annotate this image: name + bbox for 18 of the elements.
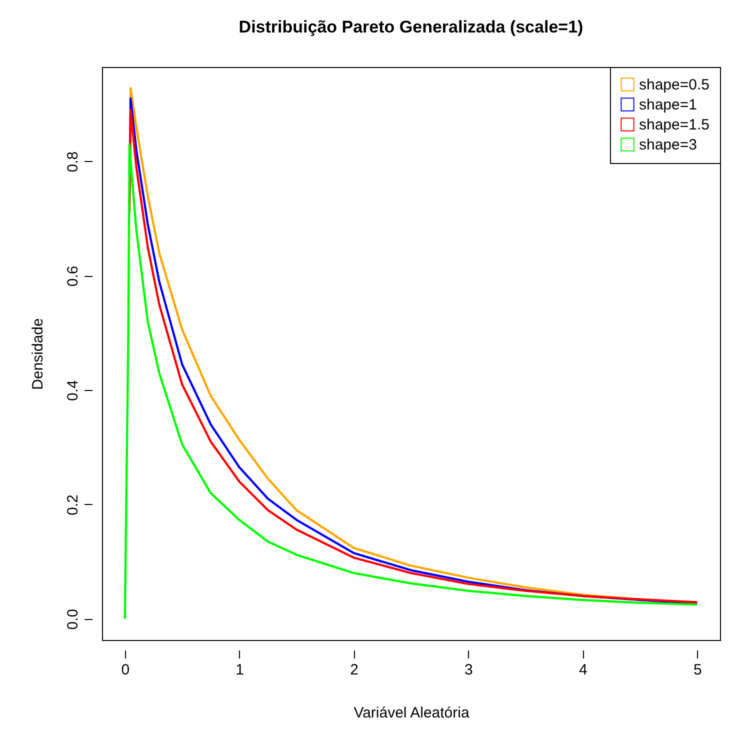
x-tick-label: 0: [121, 662, 130, 678]
legend-label: shape=1.5: [639, 116, 710, 134]
y-tick-label: 0.4: [64, 380, 82, 402]
y-tick-label: 0.8: [64, 151, 82, 172]
legend-label: shape=0.5: [639, 76, 710, 94]
legend-label: shape=1: [639, 96, 697, 114]
y-tick-label: 0.0: [64, 608, 82, 630]
y-tick-label: 0.6: [64, 266, 82, 287]
x-tick-label: 5: [693, 662, 702, 678]
x-tick-label: 1: [236, 662, 244, 678]
x-axis-title: Variável Aleatória: [354, 704, 470, 722]
x-tick-label: 2: [350, 662, 358, 678]
x-tick-label: 4: [578, 662, 588, 678]
x-tick-label: 3: [464, 662, 473, 678]
chart-title: Distribuição Pareto Generalizada (scale=1): [238, 18, 584, 36]
y-axis-title: Densidade: [30, 318, 46, 390]
y-tick-label: 0.2: [64, 494, 82, 516]
legend-label: shape=3: [639, 136, 697, 154]
